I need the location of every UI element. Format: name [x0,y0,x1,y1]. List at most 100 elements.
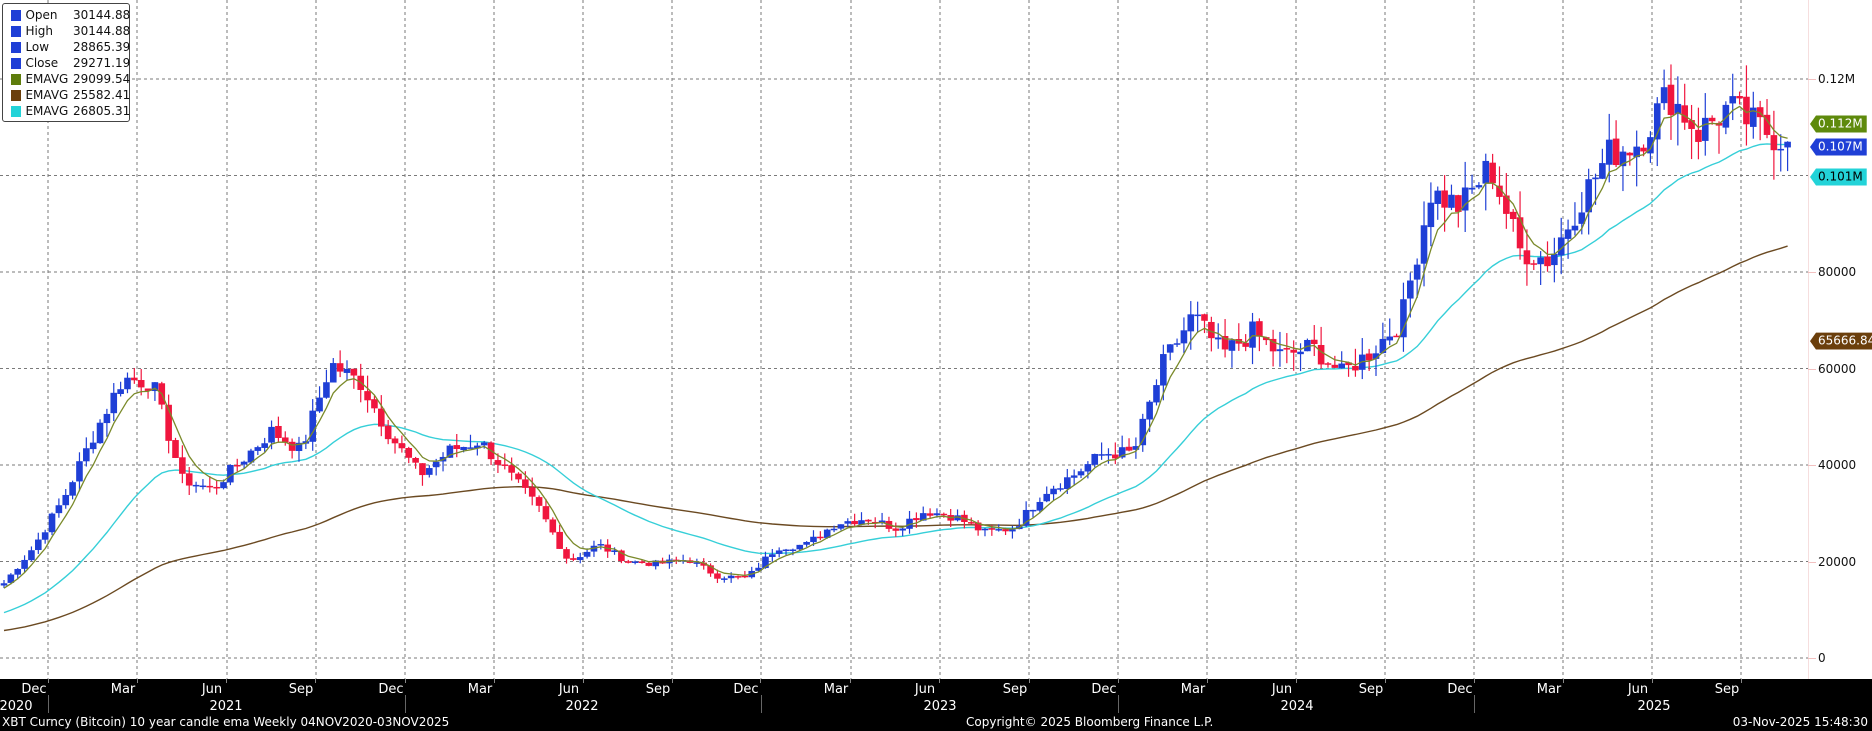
candle-body [1592,177,1599,180]
legend-swatch [11,73,22,85]
legend-item: High 30144.88 [3,23,130,39]
candle-body [131,377,138,381]
candle-body [700,562,708,566]
candle-body [775,550,783,554]
candle-body [501,464,509,466]
candle-body [1187,314,1195,332]
x-month-label: Mar [1536,682,1562,697]
candle-body [1626,152,1634,156]
candle-body [1695,129,1702,142]
y-tick-label: 0.12M [1818,72,1856,86]
candle-body [144,388,152,391]
candle-body [467,447,474,449]
candle-body [837,524,845,529]
year-separator [761,695,762,713]
candle-body [1557,237,1565,256]
candle-body [734,576,742,578]
legend-rows: Open 30144.88 High 30144.88 Low 28865.39 Close… [3,7,131,119]
candle-body [1653,103,1661,140]
legend-item: EMAVG 26805.31 [3,103,130,119]
x-tick-mark [1741,679,1742,683]
x-tick-mark [939,679,940,683]
candle-body [1310,339,1318,345]
candle-body [515,473,522,480]
x-tick-mark [1385,679,1386,683]
candle-body [1407,280,1414,299]
candle-body [1365,353,1373,361]
candle-body [1173,343,1181,345]
candle-body [919,513,927,521]
candle-body [1228,340,1236,351]
copyright-text: Copyright© 2025 Bloomberg Finance L.P. [966,715,1214,729]
y-tick-label: 20000 [1818,554,1857,569]
candle-body [652,560,659,567]
chart-plot-area[interactable] [0,0,1808,679]
candle-body [1249,321,1256,348]
candle-body [1461,187,1469,211]
candle-body [1331,364,1339,368]
candle-body [549,519,557,533]
chart-legend[interactable]: Open 30144.88 High 30144.88 Low 28865.39 Close… [2,3,130,122]
x-month-label: Sep [1002,682,1028,697]
legend-item: Close 29271.19 [3,55,130,71]
candle-body [1633,146,1640,158]
ema-short-line [3,105,1788,589]
candle-body [974,522,982,531]
candle-body [542,506,550,520]
candle-body [727,575,735,579]
x-tick-mark [583,679,584,683]
candle-body [1489,162,1496,184]
candle-body [137,380,145,388]
candle-body [1784,141,1791,148]
x-axis-bar: Dec Mar Jun Sep Dec Mar Jun Sep Dec Mar Jun Sep Dec M… [0,679,1872,731]
legend-value: 28865.39 [73,40,131,54]
candle-body [1386,336,1394,341]
x-year-label: 2023 [923,699,957,714]
candle-body [1317,345,1325,365]
legend-label: EMAVG [25,88,69,102]
candle-body [110,392,118,414]
candle-body [460,446,467,451]
candle-body [1585,179,1592,213]
x-month-label: Sep [645,682,671,697]
x-tick-mark [1563,679,1564,683]
legend-label: High [25,24,54,38]
candle-body [76,461,83,482]
candle-body [892,528,900,531]
candle-body [782,549,790,552]
x-month-label: Jun [201,682,223,697]
candle-body [1667,84,1675,115]
candle-body [714,573,721,579]
candle-body [1070,475,1078,478]
legend-item: Open 30144.88 [3,7,131,23]
candle-body [1269,338,1277,352]
candle-body [227,464,234,483]
y-tick-mark [1808,368,1816,370]
candle-body [583,551,591,557]
x-tick-mark [1296,679,1297,683]
candle-body [343,368,351,373]
legend-value: 30144.88 [73,8,131,22]
candle-body [1551,253,1558,266]
candle-body [185,473,193,486]
candle-body [309,410,316,442]
candle-body [1221,336,1229,350]
candle-body [1688,120,1695,129]
candle-body [1681,105,1688,123]
candle-body [391,438,399,444]
candle-body [1475,185,1483,188]
candle-body [453,445,461,450]
candle-body [474,445,481,449]
candle-body [535,497,543,506]
candle-body [62,494,70,506]
candle-body [350,368,358,376]
y-tick-mark [1808,272,1816,273]
legend-item: EMAVG 29099.54 [3,71,130,87]
candle-body [69,482,76,496]
candle-body [1098,454,1105,456]
candle-body [254,447,262,451]
candle-body [35,539,42,551]
candle-body [1660,87,1668,104]
candle-body [0,583,8,586]
x-tick-mark [226,679,227,683]
